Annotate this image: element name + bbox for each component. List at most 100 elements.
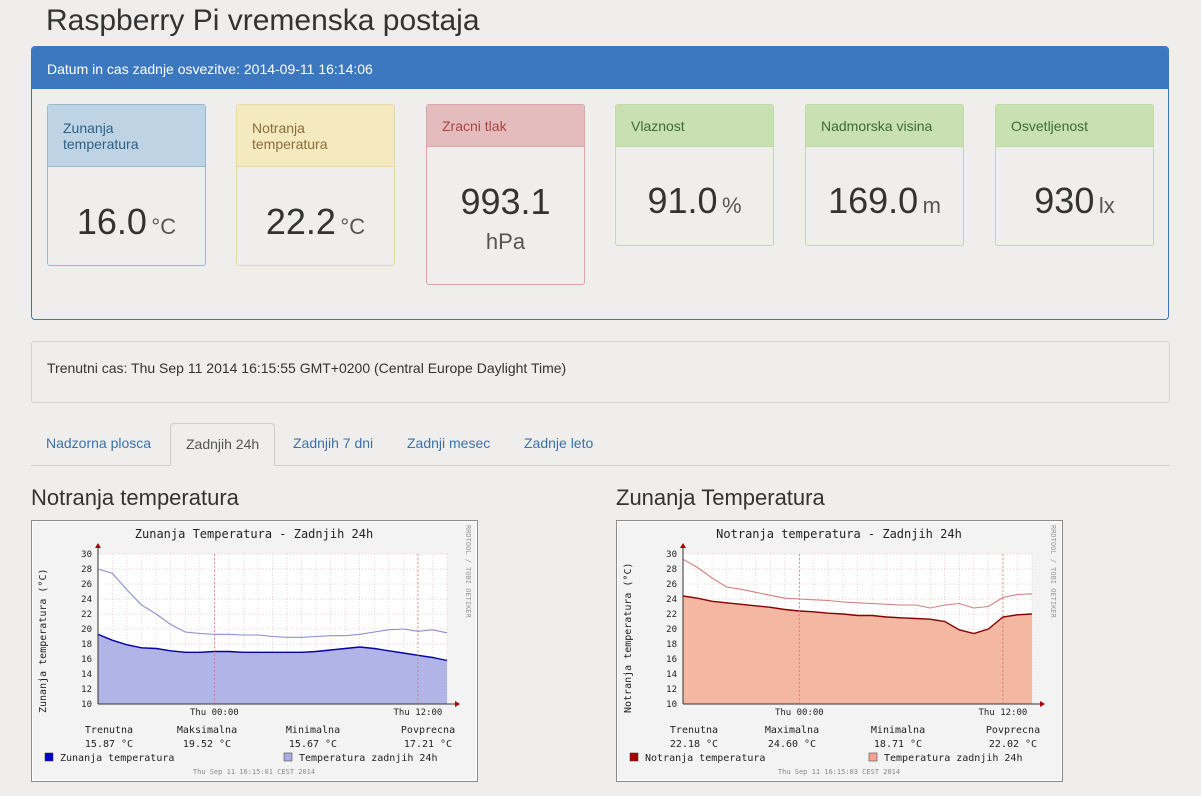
stat-value: 24.60 °C — [768, 739, 816, 750]
tile-illuminance: Osvetljenost 930 lx — [995, 104, 1154, 246]
y-tick-label: 22 — [666, 610, 677, 620]
stat-value: 15.87 °C — [85, 739, 133, 750]
y-tick-label: 10 — [666, 700, 677, 710]
legend-label: Zunanja temperatura — [60, 753, 174, 764]
tile-value: 91.0 — [647, 180, 718, 221]
tile-label: Notranja temperatura — [237, 105, 394, 167]
tab-last-month[interactable]: Zadnji mesec — [407, 435, 491, 451]
y-tick-label: 26 — [81, 580, 92, 590]
stat-value: 18.71 °C — [874, 739, 922, 750]
y-tick-label: 24 — [666, 595, 677, 605]
x-axis-arrow — [455, 701, 460, 707]
indoor-temperature-chart: Notranja temperatura - Zadnjih 24h Notran… — [616, 520, 1063, 782]
y-axis-arrow — [680, 543, 686, 548]
y-tick-label: 30 — [666, 550, 677, 560]
tab-last-year[interactable]: Zadnje leto — [524, 435, 594, 451]
stat-value: 15.67 °C — [289, 739, 337, 750]
tile-value: 993.1 — [460, 181, 551, 222]
y-tick-label: 28 — [81, 565, 92, 575]
panel-heading: Datum in cas zadnje osvezitve: 2014-09-1… — [32, 47, 1168, 89]
tile-unit: m — [922, 193, 941, 218]
tile-value: 16.0 — [76, 201, 147, 242]
x-tick-label: Thu 00:00 — [775, 708, 824, 718]
chart-timestamp: Thu Sep 11 16:15:01 CEST 2014 — [193, 768, 315, 776]
y-tick-label: 12 — [81, 685, 92, 695]
tile-value: 169.0 — [828, 180, 919, 221]
y-tick-label: 14 — [81, 670, 92, 680]
outdoor-temperature-chart: Zunanja Temperatura - Zadnjih 24h Zunanja… — [31, 520, 478, 782]
series-area-fill — [98, 634, 447, 704]
legend-swatch — [283, 752, 293, 762]
tile-label: Zunanja temperatura — [48, 105, 205, 167]
tab-dashboard[interactable]: Nadzorna plosca — [46, 435, 152, 451]
stat-label: Minimalna — [286, 725, 340, 736]
page-title: Raspberry Pi vremenska postaja — [46, 4, 480, 37]
series-area-fill — [683, 596, 1032, 704]
tile-value: 22.2 — [265, 201, 336, 242]
stat-label: Trenutna — [85, 725, 133, 736]
chart-title: Notranja temperatura - Zadnjih 24h — [716, 527, 962, 541]
y-tick-label: 20 — [666, 625, 677, 635]
x-tick-label: Thu 12:00 — [979, 708, 1028, 718]
current-time-box: Trenutni cas: Thu Sep 11 2014 16:15:55 G… — [31, 341, 1170, 403]
legend-swatch — [868, 752, 878, 762]
series-area-line — [97, 633, 448, 662]
legend-swatch — [44, 752, 54, 762]
y-tick-label: 16 — [666, 655, 677, 665]
stat-label: Povprecna — [401, 725, 455, 736]
rrdtool-credit: RRDTOOL / TOBI OETIKER — [1049, 525, 1057, 619]
stat-value: 17.21 °C — [404, 739, 452, 750]
y-tick-label: 28 — [666, 565, 677, 575]
chart-frame-highlight — [617, 521, 1062, 781]
stat-label: Trenutna — [670, 725, 718, 736]
chart-title: Zunanja Temperatura - Zadnjih 24h — [135, 527, 373, 541]
tab-last-7-days[interactable]: Zadnjih 7 dni — [293, 435, 374, 451]
tile-unit: % — [721, 193, 742, 218]
tab-last-24h[interactable]: Zadnjih 24h — [170, 423, 276, 466]
y-tick-label: 10 — [81, 700, 92, 710]
tile-label: Zracni tlak — [427, 105, 584, 147]
legend-label: Temperatura zadnjih 24h — [299, 753, 437, 764]
tile-label: Nadmorska visina — [806, 105, 963, 147]
y-tick-label: 16 — [81, 655, 92, 665]
tile-value: 930 — [1034, 180, 1095, 221]
x-tick-label: Thu 00:00 — [190, 708, 239, 718]
stat-label: Maksimalna — [177, 725, 237, 736]
y-axis-arrow — [95, 543, 101, 548]
chart-timestamp: Thu Sep 11 16:15:03 CEST 2014 — [778, 768, 900, 776]
tile-label: Osvetljenost — [996, 105, 1153, 147]
stat-value: 22.18 °C — [670, 739, 718, 750]
rrdtool-credit: RRDTOOL / TOBI OETIKER — [464, 525, 472, 619]
y-tick-label: 22 — [81, 610, 92, 620]
tile-indoor-temperature: Notranja temperatura 22.2 °C — [236, 104, 395, 266]
section-title-left: Notranja temperatura — [31, 485, 239, 510]
readings-panel: Datum in cas zadnje osvezitve: 2014-09-1… — [31, 46, 1169, 320]
y-tick-label: 20 — [81, 625, 92, 635]
series-comparison-line — [97, 568, 448, 638]
tab-bar: Nadzorna plosca Zadnjih 24h Zadnjih 7 dn… — [31, 423, 1170, 466]
legend-label: Notranja temperatura — [645, 753, 765, 764]
series-comparison-line — [682, 558, 1033, 609]
stat-label: Maximalna — [765, 725, 819, 736]
legend-label: Temperatura zadnjih 24h — [884, 753, 1022, 764]
series-area-line — [682, 595, 1033, 635]
tile-air-pressure: Zracni tlak 993.1 hPa — [426, 104, 585, 285]
y-axis-label: Notranja temperatura (°C) — [623, 562, 634, 713]
tile-unit: hPa — [485, 229, 526, 254]
y-tick-label: 12 — [666, 685, 677, 695]
current-time-text: Trenutni cas: Thu Sep 11 2014 16:15:55 G… — [47, 360, 567, 376]
y-tick-label: 30 — [81, 550, 92, 560]
tile-unit: °C — [151, 214, 177, 239]
y-tick-label: 18 — [81, 640, 92, 650]
tile-label: Vlaznost — [616, 105, 773, 147]
tile-unit: lx — [1098, 193, 1115, 218]
legend-swatch — [629, 752, 639, 762]
x-axis-arrow — [1040, 701, 1045, 707]
stat-value: 19.52 °C — [183, 739, 231, 750]
y-tick-label: 26 — [666, 580, 677, 590]
x-tick-label: Thu 12:00 — [394, 708, 443, 718]
section-title-right: Zunanja Temperatura — [616, 485, 825, 510]
y-tick-label: 14 — [666, 670, 677, 680]
tile-unit: °C — [340, 214, 366, 239]
y-tick-label: 18 — [666, 640, 677, 650]
